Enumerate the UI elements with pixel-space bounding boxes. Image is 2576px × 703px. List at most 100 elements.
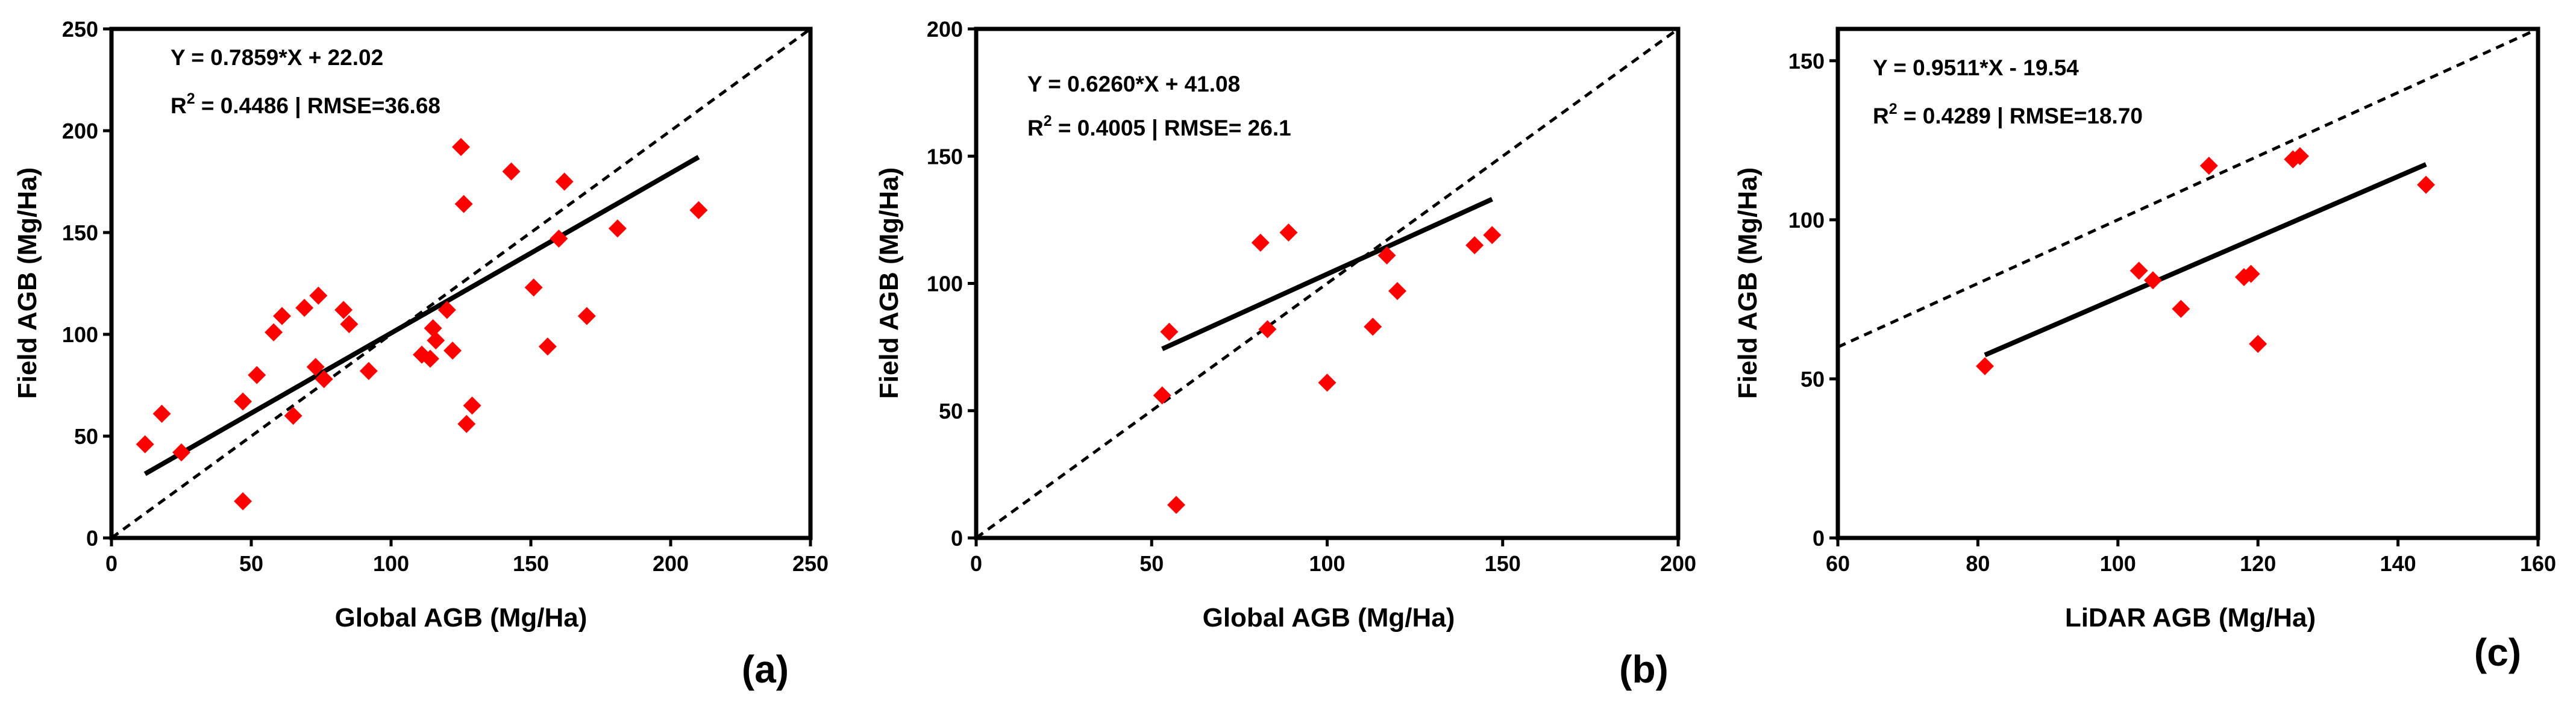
- y-tick-label-b: 200: [927, 17, 963, 42]
- x-tick-label-c: 80: [1966, 551, 1990, 576]
- y-tick-label-c: 150: [1788, 49, 1825, 73]
- equation-a: Y = 0.7859*X + 22.02: [171, 45, 383, 70]
- lines-b: [975, 27, 1679, 540]
- data-point-a: [315, 370, 333, 389]
- r2-stats-c: R2 = 0.4289 | RMSE=18.70: [1873, 101, 2143, 129]
- x-tick-label-a: 0: [105, 551, 118, 576]
- data-point-a: [538, 337, 557, 356]
- data-point-a: [555, 172, 574, 191]
- data-point-a: [172, 443, 190, 462]
- x-tick-label-c: 100: [2100, 551, 2136, 576]
- y-tick-label-a: 100: [62, 322, 98, 347]
- data-point-a: [524, 278, 543, 297]
- r2-stats-a: R2 = 0.4486 | RMSE=36.68: [171, 90, 440, 119]
- identity-line-b: [975, 27, 1679, 540]
- points-b: [1153, 223, 1502, 514]
- y-tick-label-a: 150: [62, 220, 98, 245]
- points-c: [1976, 147, 2436, 375]
- data-point-a: [295, 299, 314, 317]
- data-point-a: [340, 315, 359, 334]
- data-point-a: [136, 435, 154, 454]
- data-point-a: [334, 301, 353, 319]
- data-point-b: [1251, 233, 1270, 252]
- y-axis-label-b: Field AGB (Mg/Ha): [874, 167, 904, 399]
- identity-line-c: [1837, 27, 2539, 349]
- x-tick-label-b: 0: [970, 551, 982, 576]
- data-point-c: [2249, 334, 2267, 353]
- data-point-a: [457, 414, 476, 433]
- data-point-a: [424, 319, 442, 337]
- lines-c: [1837, 27, 2539, 358]
- panel-b: 0 50 100 150 200 0 50 100 150 200 Y = 0.6260*X + …: [874, 17, 1696, 691]
- equation-c: Y = 0.9511*X - 19.54: [1873, 55, 2079, 80]
- data-point-a: [452, 138, 470, 157]
- data-point-b: [1279, 223, 1298, 242]
- data-point-a: [463, 396, 481, 415]
- x-tick-label-b: 200: [1660, 551, 1696, 576]
- data-point-a: [443, 342, 462, 360]
- data-point-a: [437, 301, 456, 319]
- x-tick-label-c: 160: [2520, 551, 2556, 576]
- y-tick-label-c: 0: [1813, 526, 1825, 551]
- panel-label-a: (a): [742, 648, 789, 691]
- equation-b: Y = 0.6260*X + 41.08: [1027, 72, 1240, 96]
- data-point-c: [2199, 157, 2218, 175]
- x-tick-label-c: 120: [2240, 551, 2276, 576]
- data-point-b: [1160, 322, 1179, 341]
- data-point-c: [2172, 299, 2190, 318]
- data-point-b: [1167, 496, 1186, 514]
- y-tick-label-b: 0: [951, 526, 963, 551]
- regression-line-c: [1984, 162, 2427, 358]
- y-axis-label-a: Field AGB (Mg/Ha): [13, 167, 42, 399]
- data-point-a: [421, 349, 439, 368]
- x-tick-label-a: 200: [653, 551, 689, 576]
- y-tick-label-a: 50: [74, 424, 98, 449]
- y-tick-label-c: 50: [1800, 367, 1825, 392]
- data-point-b: [1388, 282, 1406, 301]
- data-point-a: [309, 286, 328, 305]
- data-point-b: [1318, 373, 1337, 392]
- data-point-a: [248, 366, 266, 384]
- x-tick-label-a: 250: [792, 551, 829, 576]
- plot-frame-a: [109, 27, 813, 540]
- data-point-c: [2242, 264, 2260, 283]
- y-tick-label-b: 50: [939, 399, 963, 423]
- regression-line-a: [143, 155, 700, 476]
- data-point-a: [234, 492, 252, 511]
- x-tick-label-b: 50: [1139, 551, 1164, 576]
- data-point-a: [306, 358, 325, 376]
- plot-frame-c: [1835, 27, 2540, 540]
- data-point-a: [284, 407, 302, 425]
- data-point-a: [427, 331, 445, 350]
- y-tick-label-c: 100: [1788, 208, 1825, 233]
- y-tick-label-b: 100: [927, 272, 963, 296]
- data-point-b: [1377, 246, 1396, 265]
- y-axis-label-c: Field AGB (Mg/Ha): [1733, 167, 1763, 399]
- data-point-c: [2143, 271, 2162, 290]
- points-a: [136, 138, 708, 511]
- data-point-a: [273, 307, 292, 325]
- x-axis-label-c: LiDAR AGB (Mg/Ha): [2065, 603, 2316, 633]
- data-point-a: [359, 361, 378, 380]
- data-point-b: [1465, 236, 1484, 255]
- data-point-c: [2290, 147, 2309, 166]
- data-point-a: [234, 392, 252, 411]
- data-point-a: [608, 219, 627, 238]
- x-tick-label-a: 150: [513, 551, 549, 576]
- y-tick-label-a: 250: [62, 17, 98, 42]
- x-axis-label-a: Global AGB (Mg/Ha): [335, 603, 588, 633]
- panel-label-c: (c): [2474, 631, 2521, 674]
- x-tick-label-b: 150: [1485, 551, 1521, 576]
- ticks-b: 0 50 100 150 200 0 50 100 150 200: [927, 17, 1696, 576]
- panel-c: 60 80 100 120 140 160 0 50 100 150 Y = 0.9511*X -…: [1733, 27, 2556, 674]
- ticks-a: 0 50 100 150 200 250 0 50 100 150 200 250: [62, 17, 829, 576]
- data-point-a: [502, 162, 521, 181]
- x-tick-label-b: 100: [1309, 551, 1345, 576]
- lines-a: [110, 27, 812, 540]
- data-point-b: [1364, 317, 1382, 336]
- panel-label-b: (b): [1619, 648, 1669, 691]
- data-point-c: [1976, 357, 1995, 375]
- data-point-a: [454, 195, 473, 213]
- data-point-a: [689, 201, 708, 219]
- data-point-a: [152, 404, 171, 423]
